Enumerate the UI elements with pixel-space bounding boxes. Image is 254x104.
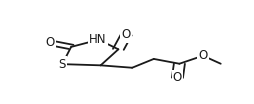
Text: S: S — [59, 58, 66, 71]
Text: O: O — [198, 49, 208, 62]
Text: O: O — [46, 36, 55, 49]
Text: HN: HN — [89, 33, 106, 46]
Text: O: O — [122, 28, 131, 41]
Text: O: O — [173, 71, 182, 84]
